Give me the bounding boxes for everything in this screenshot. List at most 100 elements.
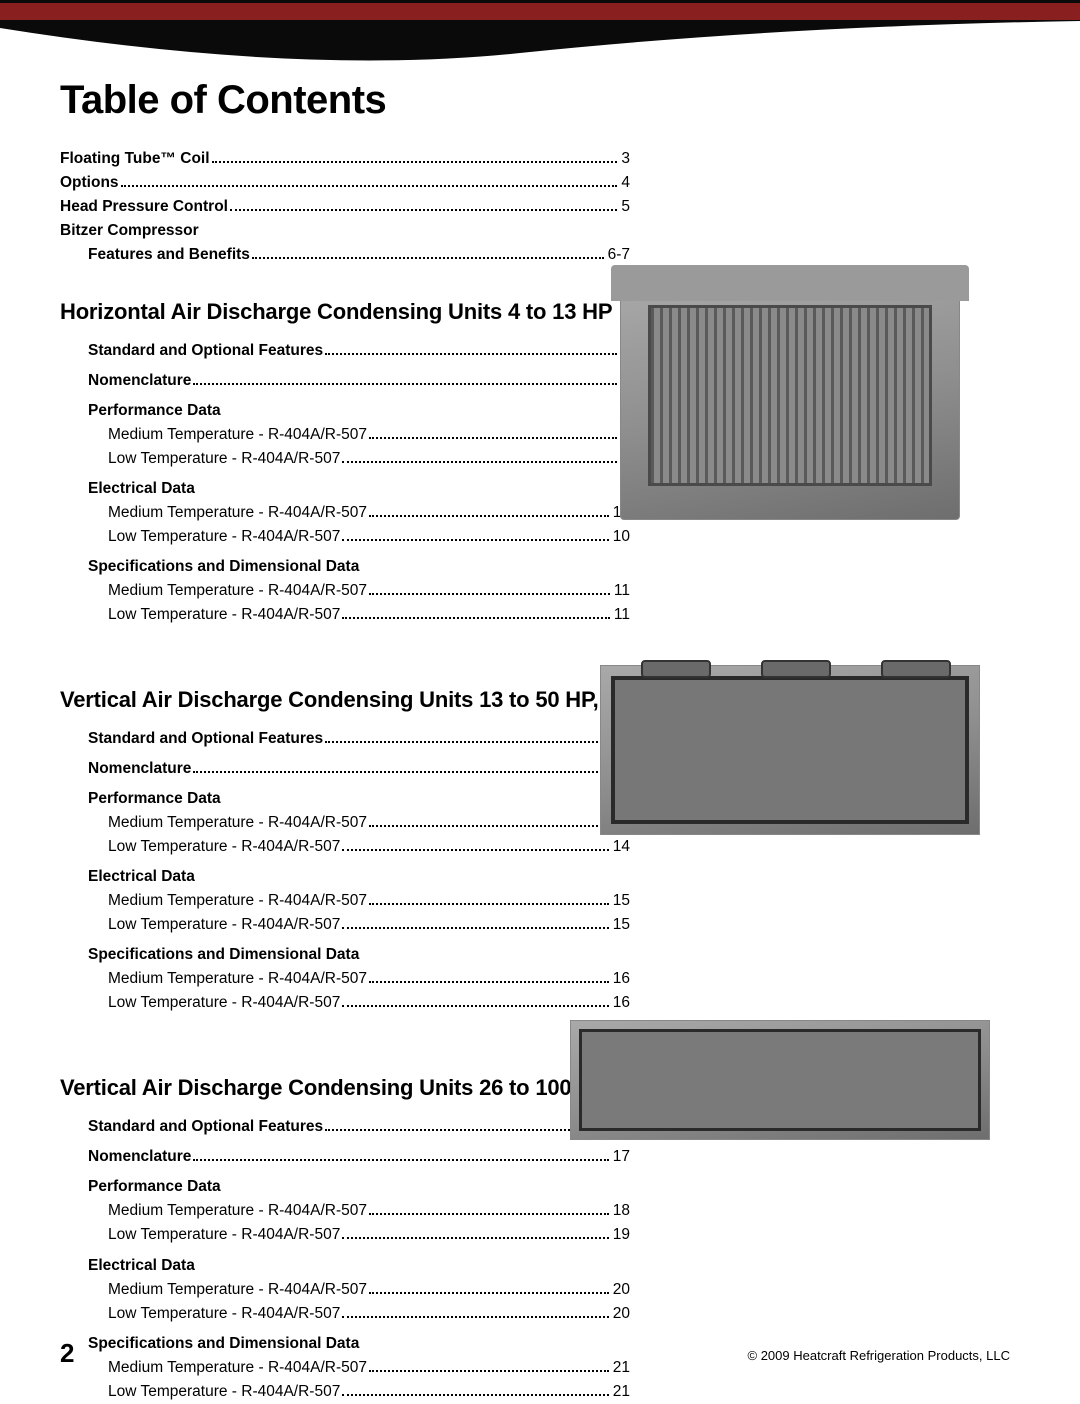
- toc-dots: [193, 771, 608, 773]
- toc-entry: Medium Temperature - R-404A/R-50718: [60, 1199, 630, 1223]
- toc-dots: [325, 353, 617, 355]
- toc-entry: Low Temperature - R-404A/R-50714: [60, 835, 630, 859]
- toc-entry: Low Temperature - R-404A/R-50715: [60, 913, 630, 937]
- toc-dots: [369, 1213, 609, 1215]
- product-image-vertical-dual: [570, 1020, 990, 1140]
- toc-entry: Medium Temperature - R-404A/R-5079: [60, 423, 630, 447]
- toc-dots: [193, 1159, 608, 1161]
- toc-entry-label: Medium Temperature - R-404A/R-507: [108, 811, 367, 835]
- toc-entry-page: 5: [621, 195, 630, 219]
- copyright-text: © 2009 Heatcraft Refrigeration Products,…: [748, 1348, 1011, 1363]
- toc-dots: [342, 1316, 608, 1318]
- toc-heading: Performance Data: [60, 399, 630, 423]
- toc-entry-label: Nomenclature: [88, 1145, 191, 1169]
- toc-entry-page: 6-7: [608, 243, 630, 267]
- toc-dots: [212, 161, 618, 163]
- toc-entry-label: Nomenclature: [88, 369, 191, 393]
- toc-intro: Floating Tube™ Coil3Options4Head Pressur…: [60, 147, 630, 267]
- page-number: 2: [60, 1338, 74, 1369]
- toc-entry: Options 4: [60, 171, 630, 195]
- toc-dots: [369, 593, 610, 595]
- page-title: Table of Contents: [60, 78, 1020, 123]
- toc-entry: Standard and Optional Features17: [60, 1115, 630, 1139]
- toc-entry: Low Temperature - R-404A/R-50710: [60, 525, 630, 549]
- toc-entry: Features and Benefits 6-7: [60, 243, 630, 267]
- toc-dots: [342, 461, 617, 463]
- toc-heading: Performance Data: [60, 1175, 630, 1199]
- product-image-horizontal-unit: [620, 280, 960, 520]
- toc-entry-page: 21: [613, 1380, 630, 1404]
- toc-entry: Medium Temperature - R-404A/R-50713: [60, 811, 630, 835]
- toc-entry-label: Low Temperature - R-404A/R-507: [108, 835, 340, 859]
- toc-entry: Medium Temperature - R-404A/R-50710: [60, 501, 630, 525]
- toc-entry-label: Standard and Optional Features: [88, 1115, 323, 1139]
- toc-entry: Standard and Optional Features12: [60, 727, 630, 751]
- toc-dots: [369, 515, 609, 517]
- toc-entry-label: Options: [60, 171, 119, 195]
- toc-entry-page: 11: [614, 603, 630, 627]
- toc-heading: Electrical Data: [60, 477, 630, 501]
- toc-entry-label: Low Temperature - R-404A/R-507: [108, 1302, 340, 1326]
- toc-heading: Bitzer Compressor: [60, 219, 630, 243]
- toc-entry: Floating Tube™ Coil3: [60, 147, 630, 171]
- toc-entry-label: Nomenclature: [88, 757, 191, 781]
- toc-entry-label: Standard and Optional Features: [88, 339, 323, 363]
- toc-dots: [342, 1394, 608, 1396]
- product-image-vertical-single: [600, 665, 980, 835]
- toc-dots: [342, 927, 608, 929]
- toc-entry: Low Temperature - R-404A/R-50719: [60, 1223, 630, 1247]
- toc-heading: Specifications and Dimensional Data: [60, 943, 630, 967]
- toc-entry-label: Features and Benefits: [88, 243, 250, 267]
- toc-heading: Specifications and Dimensional Data: [60, 555, 630, 579]
- toc-entry-label: Medium Temperature - R-404A/R-507: [108, 967, 367, 991]
- toc-dots: [325, 741, 609, 743]
- toc-entry: Low Temperature - R-404A/R-50720: [60, 1302, 630, 1326]
- toc-entry: Nomenclature 17: [60, 1145, 630, 1169]
- toc-entry-label: Standard and Optional Features: [88, 727, 323, 751]
- toc-entry-page: 20: [613, 1278, 630, 1302]
- toc-section-block: Standard and Optional Features17Nomencla…: [60, 1115, 630, 1403]
- toc-section-block: Standard and Optional Features8Nomenclat…: [60, 339, 630, 627]
- toc-entry-label: Low Temperature - R-404A/R-507: [108, 603, 340, 627]
- toc-entry: Medium Temperature - R-404A/R-50711: [60, 579, 630, 603]
- toc-heading: Electrical Data: [60, 1254, 630, 1278]
- toc-entry-label: Medium Temperature - R-404A/R-507: [108, 501, 367, 525]
- toc-entry-page: 16: [613, 991, 630, 1015]
- toc-dots: [342, 1005, 608, 1007]
- toc-dots: [342, 617, 610, 619]
- toc-entry-page: 21: [613, 1356, 630, 1380]
- toc-entry-page: 16: [613, 967, 630, 991]
- toc-entry-label: Low Temperature - R-404A/R-507: [108, 525, 340, 549]
- toc-dots: [121, 185, 618, 187]
- toc-entry-page: 15: [613, 889, 630, 913]
- toc-entry-page: 4: [621, 171, 630, 195]
- toc-entry: Medium Temperature - R-404A/R-507 16: [60, 967, 630, 991]
- toc-entry: Medium Temperature - R-404A/R-507 21: [60, 1356, 630, 1380]
- toc-entry-label: Medium Temperature - R-404A/R-507: [108, 1278, 367, 1302]
- toc-heading: Specifications and Dimensional Data: [60, 1332, 630, 1356]
- toc-entry: Nomenclature8: [60, 369, 630, 393]
- toc-heading: Electrical Data: [60, 865, 630, 889]
- toc-entry: Medium Temperature - R-404A/R-507 20: [60, 1278, 630, 1302]
- toc-dots: [369, 1292, 609, 1294]
- toc-entry-page: 17: [613, 1145, 630, 1169]
- toc-dots: [342, 539, 608, 541]
- toc-dots: [369, 1370, 609, 1372]
- toc-entry: Low Temperature - R-404A/R-50721: [60, 1380, 630, 1404]
- toc-entry-label: Medium Temperature - R-404A/R-507: [108, 1356, 367, 1380]
- toc-entry-page: 3: [621, 147, 630, 171]
- toc-entry: Low Temperature - R-404A/R-50716: [60, 991, 630, 1015]
- toc-heading: Performance Data: [60, 787, 630, 811]
- toc-dots: [369, 903, 609, 905]
- toc-entry-label: Low Temperature - R-404A/R-507: [108, 1223, 340, 1247]
- toc-entry-label: Low Temperature - R-404A/R-507: [108, 447, 340, 471]
- toc-entry-label: Medium Temperature - R-404A/R-507: [108, 889, 367, 913]
- toc-dots: [230, 209, 617, 211]
- toc-dots: [325, 1129, 609, 1131]
- toc-entry: Medium Temperature - R-404A/R-507 15: [60, 889, 630, 913]
- toc-entry-label: Medium Temperature - R-404A/R-507: [108, 1199, 367, 1223]
- toc-entry: Low Temperature - R-404A/R-5079: [60, 447, 630, 471]
- toc-dots: [369, 981, 609, 983]
- toc-entry-page: 11: [614, 579, 630, 603]
- toc-entry-page: 15: [613, 913, 630, 937]
